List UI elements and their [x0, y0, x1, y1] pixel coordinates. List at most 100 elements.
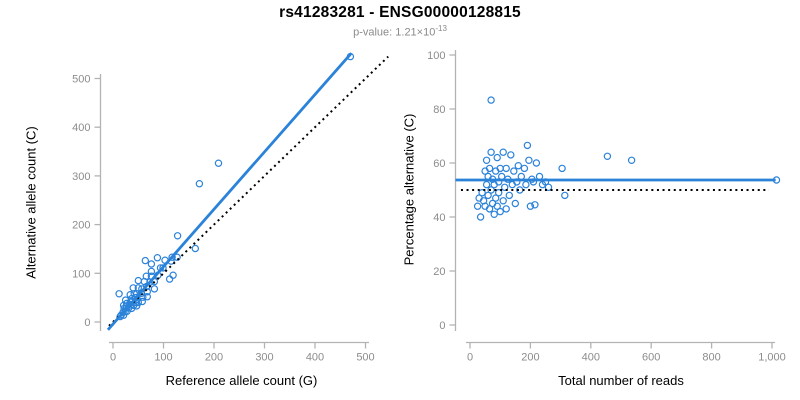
y-tick-label: 300	[72, 171, 90, 183]
scatter-point	[142, 272, 150, 280]
y-tick-label: 100	[427, 50, 445, 62]
y-tick-label: 0	[84, 317, 90, 329]
scatter-point	[129, 284, 137, 292]
x-tick-label: 1,000	[758, 352, 786, 364]
x-tick-label: 0	[467, 352, 473, 364]
x-tick-label: 500	[356, 352, 374, 364]
p-value-text: p-value: 1.21×10	[353, 26, 436, 39]
scatter-point	[603, 152, 612, 160]
scatter-point	[168, 253, 176, 261]
left-plot-x-axis-title: Reference allele count (G)	[165, 373, 318, 388]
scatter-point	[169, 271, 177, 279]
x-tick-label: 400	[582, 352, 600, 364]
scatter-point	[485, 164, 494, 173]
scatter-point	[141, 256, 149, 265]
scatter-point	[493, 202, 501, 210]
scatter-point	[476, 213, 485, 221]
scatter-point	[487, 96, 495, 104]
scatter-point	[496, 207, 504, 216]
y-tick-label: 500	[72, 74, 90, 86]
left-plot-y-axis-title: Alternative allele count (C)	[23, 126, 39, 279]
scatter-point	[159, 264, 167, 272]
x-tick-label: 400	[306, 352, 324, 364]
y-tick-label: 40	[433, 212, 445, 224]
scatter-point	[561, 191, 569, 200]
x-tick-label: 0	[110, 352, 116, 364]
scatter-point	[495, 188, 503, 197]
scatter-point	[115, 290, 123, 298]
scatter-point	[531, 201, 539, 209]
scatter-point	[507, 151, 515, 159]
scatter-point	[134, 276, 142, 285]
scatter-point	[484, 191, 492, 200]
data-layer	[455, 96, 781, 221]
y-tick-label: 200	[72, 220, 90, 232]
scatter-point	[532, 159, 541, 167]
plot-title: rs41283281 - ENSG00000128815	[279, 4, 521, 21]
y-tick-label: 20	[433, 266, 445, 278]
scatter-point	[138, 297, 146, 306]
scatter-point	[191, 244, 199, 253]
y-tick-label: 400	[72, 122, 90, 134]
x-tick-label: 200	[521, 352, 539, 364]
scatter-point	[473, 202, 482, 210]
scatter-point	[499, 148, 507, 156]
scatter-point	[492, 194, 500, 202]
scatter-point	[493, 153, 501, 162]
scatter-point	[173, 253, 181, 261]
scatter-point	[558, 164, 566, 173]
scatter-point	[511, 199, 520, 208]
scatter-point	[510, 167, 518, 175]
scatter-point	[173, 232, 182, 240]
scatter-point	[520, 164, 529, 173]
scatter-point	[523, 141, 532, 150]
scatter-point	[132, 302, 141, 310]
scatter-point	[487, 148, 495, 156]
x-tick-label: 100	[154, 352, 172, 364]
scatter-point	[214, 159, 223, 167]
y-tick-label: 100	[72, 268, 90, 280]
scatter-point	[147, 260, 156, 268]
scatter-point	[505, 191, 513, 200]
scatter-point	[487, 186, 495, 194]
scatter-point	[501, 183, 509, 191]
scatter-point	[143, 288, 151, 296]
scatter-point	[490, 210, 498, 218]
scatter-point	[522, 180, 530, 189]
scatter-point	[147, 267, 156, 276]
right-plot-y-axis-title: Percentage alternative (C)	[401, 113, 417, 266]
p-value-exponent: -13	[435, 24, 447, 33]
x-tick-label: 200	[205, 352, 223, 364]
x-tick-label: 300	[255, 352, 273, 364]
scatter-point	[482, 156, 491, 164]
scatter-point	[485, 205, 494, 213]
y-tick-label: 60	[433, 158, 445, 170]
scatter-point	[195, 179, 204, 188]
scatter-point	[482, 180, 491, 189]
plot-subtitle: p-value: 1.21×10-13	[0, 24, 800, 39]
scatter-point	[165, 275, 174, 283]
scatter-point	[526, 202, 535, 210]
scatter-point	[627, 156, 636, 164]
right-plot-x-axis-title: Total number of reads	[558, 373, 684, 388]
scatter-point	[150, 285, 159, 293]
scatter-point	[478, 188, 486, 197]
scatter-point	[544, 183, 553, 191]
x-tick-label: 800	[702, 352, 720, 364]
scatter-point	[134, 284, 142, 292]
regression-line	[106, 52, 353, 331]
data-layer	[106, 52, 389, 331]
scatter-point	[502, 205, 510, 213]
scatter-point	[514, 161, 523, 170]
y-tick-label: 80	[433, 104, 445, 116]
scatter-point	[499, 197, 507, 205]
scatter-point	[502, 164, 510, 173]
y-tick-label: 0	[439, 320, 445, 332]
scatter-point	[143, 293, 151, 301]
panel-percentage-alternative: 0 20 40 60 80 100 0 200 400 600 800 1,000	[427, 50, 786, 364]
panel-allele-counts: 0 100 200 300 400 500 0 100 200 300 400 500	[72, 52, 389, 364]
scatter-point	[153, 254, 162, 262]
x-tick-label: 600	[642, 352, 660, 364]
